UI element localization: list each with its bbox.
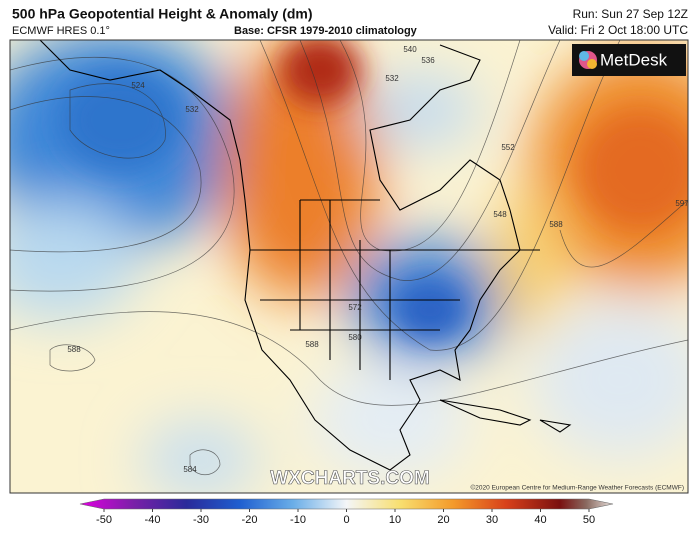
contour-label: 532: [385, 74, 399, 83]
map: 540 536 532 524 532 552 548 588 597 572 580 588 588 5…: [10, 40, 689, 493]
colorbar-tick-label: -10: [290, 514, 306, 526]
watermark: WXCHARTS.COM: [270, 468, 429, 489]
contour-label: 540: [403, 45, 417, 54]
contour-label: 588: [549, 220, 563, 229]
base: Base: CFSR 1979-2010 climatology: [234, 25, 418, 37]
contour-label: 580: [348, 333, 362, 342]
colorbar-tick-label: 0: [343, 514, 349, 526]
colorbar-tick-label: 10: [389, 514, 401, 526]
colorbar-tick-label: 40: [534, 514, 546, 526]
title: 500 hPa Geopotential Height & Anomaly (d…: [12, 6, 313, 22]
colorbar-tick-label: -40: [145, 514, 161, 526]
colorbar: -50 -40 -30 -20 -10 0 10 20 30 40 50: [79, 498, 614, 526]
copyright: ©2020 European Centre for Medium-Range W…: [471, 484, 684, 492]
contour-label: 524: [131, 81, 145, 90]
colorbar-tick-label: -50: [96, 514, 112, 526]
valid: Valid: Fri 2 Oct 18:00 UTC: [548, 23, 688, 37]
contour-label: 588: [305, 340, 319, 349]
contour-label: 584: [183, 465, 197, 474]
logo-text: MetDesk: [600, 50, 668, 69]
contour-label: 597: [675, 199, 689, 208]
contour-label: 532: [185, 105, 199, 114]
model: ECMWF HRES 0.1°: [12, 25, 110, 37]
contour-label: 572: [348, 303, 362, 312]
run: Run: Sun 27 Sep 12Z: [573, 7, 688, 21]
contour-label: 536: [421, 56, 435, 65]
map-frame: [9, 39, 689, 494]
colorbar-tick-label: 20: [437, 514, 449, 526]
colorbar-tick-label: 50: [583, 514, 595, 526]
logo: MetDesk: [572, 44, 686, 76]
contour-label: 552: [501, 143, 515, 152]
colorbar-tick-label: -30: [193, 514, 209, 526]
colorbar-tick-label: 30: [486, 514, 498, 526]
contour-label: 548: [493, 210, 507, 219]
colorbar-tick-label: -20: [242, 514, 258, 526]
contour-label: 588: [67, 345, 81, 354]
